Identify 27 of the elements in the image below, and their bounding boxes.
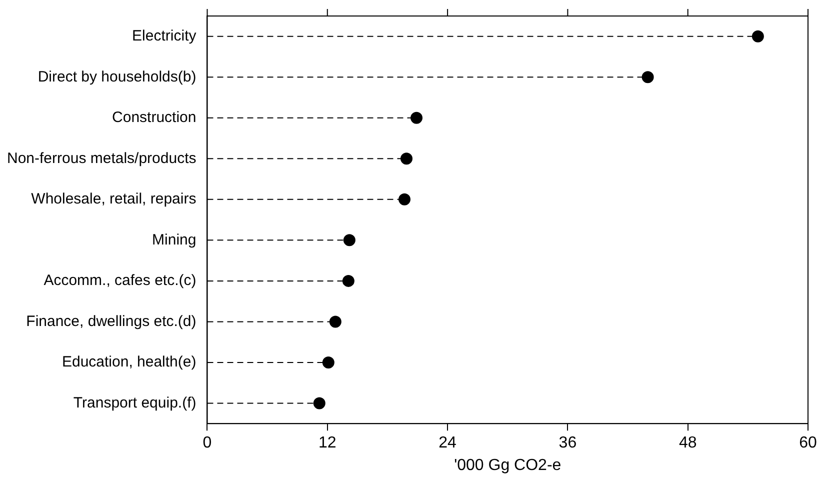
point [642,71,654,84]
x-tick-label: 36 [558,434,577,452]
x-tick-label: 24 [438,434,457,452]
point [410,112,423,124]
y-tick-label: Mining [152,231,196,248]
y-tick-label: Transport equip.(f) [73,394,196,412]
point [342,274,354,287]
y-tick-label: Finance, dwellings etc.(d) [26,312,196,330]
point [752,30,764,42]
y-tick-label: Wholesale, retail, repairs [31,190,196,208]
y-tick-label: Non-ferrous metals/products [6,150,196,167]
point [329,316,342,328]
y-tick-label: Electricity [132,28,197,45]
x-tick-label: 12 [318,434,336,452]
point [313,397,326,410]
point [398,193,410,206]
point [322,356,334,368]
y-tick-label: Direct by households(b) [38,68,196,86]
y-tick-label: Accomm., cafes etc.(c) [44,272,196,290]
point [400,152,412,165]
y-tick-label: Construction [112,109,196,126]
x-axis-title: '000 Gg CO2-e [454,456,562,474]
point [343,234,356,246]
y-tick-label: Education, health(e) [62,354,196,371]
x-tick-label: 60 [799,434,817,452]
x-tick-label: 48 [678,434,697,452]
x-tick-label: 0 [202,434,212,452]
